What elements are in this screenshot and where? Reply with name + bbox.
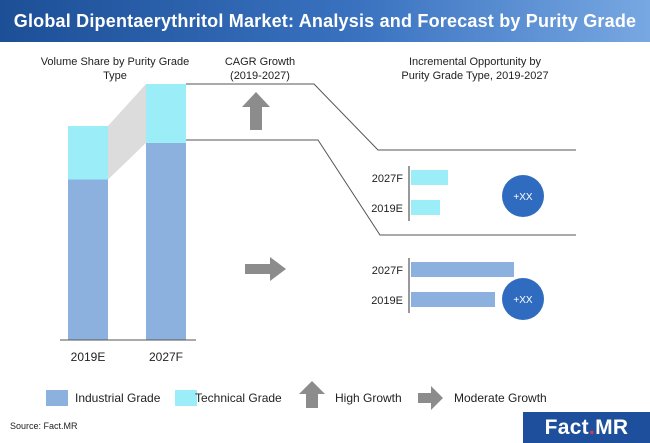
- legend-label-technical: Technical Grade: [195, 391, 282, 405]
- legend-right-arrow-icon: [418, 386, 443, 410]
- volume-share-header: Volume Share by Purity Grade Type: [40, 56, 190, 82]
- right-arrow-icon: [245, 257, 286, 281]
- up-arrow-icon: [242, 92, 270, 130]
- factmr-logo: Fact.MR: [523, 412, 650, 443]
- bar-technical-2027F: [146, 84, 186, 143]
- incremental-label-1-2027F: 2027F: [372, 265, 403, 277]
- logo-dot: .: [588, 416, 596, 439]
- incremental-header: Incremental Opportunity by Purity Grade …: [401, 56, 549, 82]
- legend-swatch-technical: [175, 390, 197, 406]
- incremental-bar-0-2019E: [411, 200, 440, 215]
- bar-industrial-2019E: [68, 179, 108, 340]
- opportunity-circle-0: [502, 175, 544, 217]
- legend-label-high-growth: High Growth: [335, 391, 402, 405]
- incremental-label-0-2027F: 2027F: [372, 173, 403, 185]
- bracket-top-technical: [186, 83, 576, 151]
- opportunity-callout-0: +XX: [513, 192, 533, 203]
- legend-up-arrow-icon: [299, 381, 325, 408]
- legend-label-moderate-growth: Moderate Growth: [454, 391, 547, 405]
- bar-category-label-2019E: 2019E: [71, 350, 106, 364]
- technical-connector-band: [108, 84, 146, 180]
- bracket-bottom-technical: [186, 139, 576, 236]
- incremental-bar-1-2019E: [411, 292, 495, 307]
- opportunity-callout-1: +XX: [513, 295, 533, 306]
- cagr-header: CAGR Growth (2019-2027): [224, 56, 296, 82]
- logo-text-main: Fact: [544, 416, 589, 439]
- source-note: Source: Fact.MR: [10, 421, 78, 431]
- bar-category-label-2027F: 2027F: [149, 350, 183, 364]
- bar-industrial-2027F: [146, 142, 186, 340]
- logo-text-suffix: MR: [595, 416, 629, 439]
- incremental-label-1-2019E: 2019E: [371, 295, 403, 307]
- incremental-bar-1-2027F: [411, 262, 514, 277]
- incremental-label-0-2019E: 2019E: [371, 203, 403, 215]
- opportunity-circle-1: [502, 278, 544, 320]
- legend-label-industrial: Industrial Grade: [75, 391, 161, 405]
- page-title: Global Dipentaerythritol Market: Analysi…: [0, 0, 650, 73]
- legend-swatch-industrial: [46, 390, 68, 406]
- incremental-bar-0-2027F: [411, 170, 448, 185]
- bar-technical-2019E: [68, 126, 108, 180]
